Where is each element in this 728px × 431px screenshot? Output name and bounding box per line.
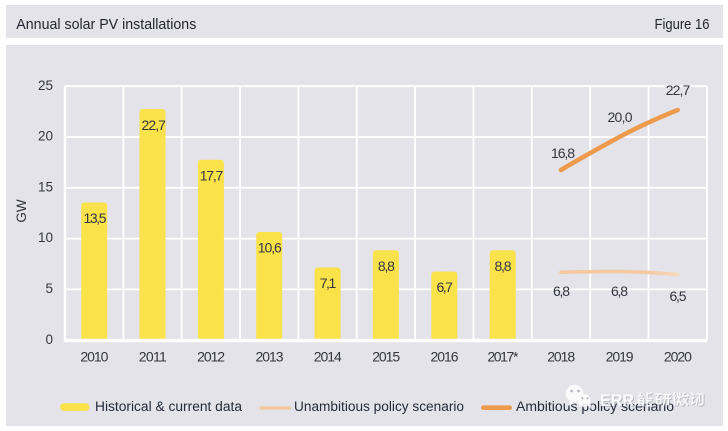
svg-text:2017*: 2017*: [487, 349, 519, 365]
svg-text:13,5: 13,5: [84, 210, 107, 226]
svg-text:25: 25: [38, 78, 53, 93]
svg-text:2014: 2014: [314, 349, 342, 365]
svg-text:6,5: 6,5: [670, 288, 687, 304]
svg-text:2020: 2020: [664, 349, 692, 365]
svg-text:6,8: 6,8: [611, 283, 628, 299]
svg-text:20: 20: [38, 129, 53, 144]
svg-text:8,8: 8,8: [378, 258, 395, 274]
svg-text:2012: 2012: [197, 349, 225, 365]
svg-text:2016: 2016: [431, 349, 459, 365]
svg-text:2015: 2015: [372, 349, 400, 365]
svg-text:Figure 16: Figure 16: [655, 16, 710, 33]
svg-text:Ambitious policy scenario: Ambitious policy scenario: [516, 399, 674, 414]
svg-text:Annual solar PV installations: Annual solar PV installations: [16, 16, 196, 33]
svg-text:22,7: 22,7: [141, 117, 166, 133]
svg-text:6,8: 6,8: [553, 283, 570, 299]
svg-text:17,7: 17,7: [200, 168, 224, 184]
svg-text:10: 10: [38, 230, 53, 245]
svg-text:0: 0: [45, 332, 53, 347]
svg-text:ERR: ERR: [601, 392, 635, 411]
svg-text:2011: 2011: [139, 349, 167, 365]
svg-text:2013: 2013: [256, 349, 284, 365]
svg-text:20,0: 20,0: [608, 109, 633, 125]
svg-text:5: 5: [45, 281, 53, 296]
svg-text:ERR: ERR: [600, 391, 634, 410]
svg-text:Unambitious policy scenario: Unambitious policy scenario: [294, 399, 464, 414]
svg-text:Historical & current data: Historical & current data: [95, 399, 242, 414]
svg-text:16,8: 16,8: [551, 145, 575, 161]
svg-text:8,8: 8,8: [495, 258, 512, 274]
svg-text:10,6: 10,6: [258, 240, 282, 256]
svg-text:22,7: 22,7: [666, 82, 691, 98]
svg-text:6,7: 6,7: [436, 279, 453, 295]
svg-text:GW: GW: [14, 199, 29, 223]
svg-text:15: 15: [38, 179, 53, 194]
svg-text:2010: 2010: [80, 349, 108, 365]
svg-text:2019: 2019: [606, 349, 634, 365]
svg-text:2018: 2018: [547, 349, 575, 365]
svg-text:7,1: 7,1: [320, 275, 337, 291]
